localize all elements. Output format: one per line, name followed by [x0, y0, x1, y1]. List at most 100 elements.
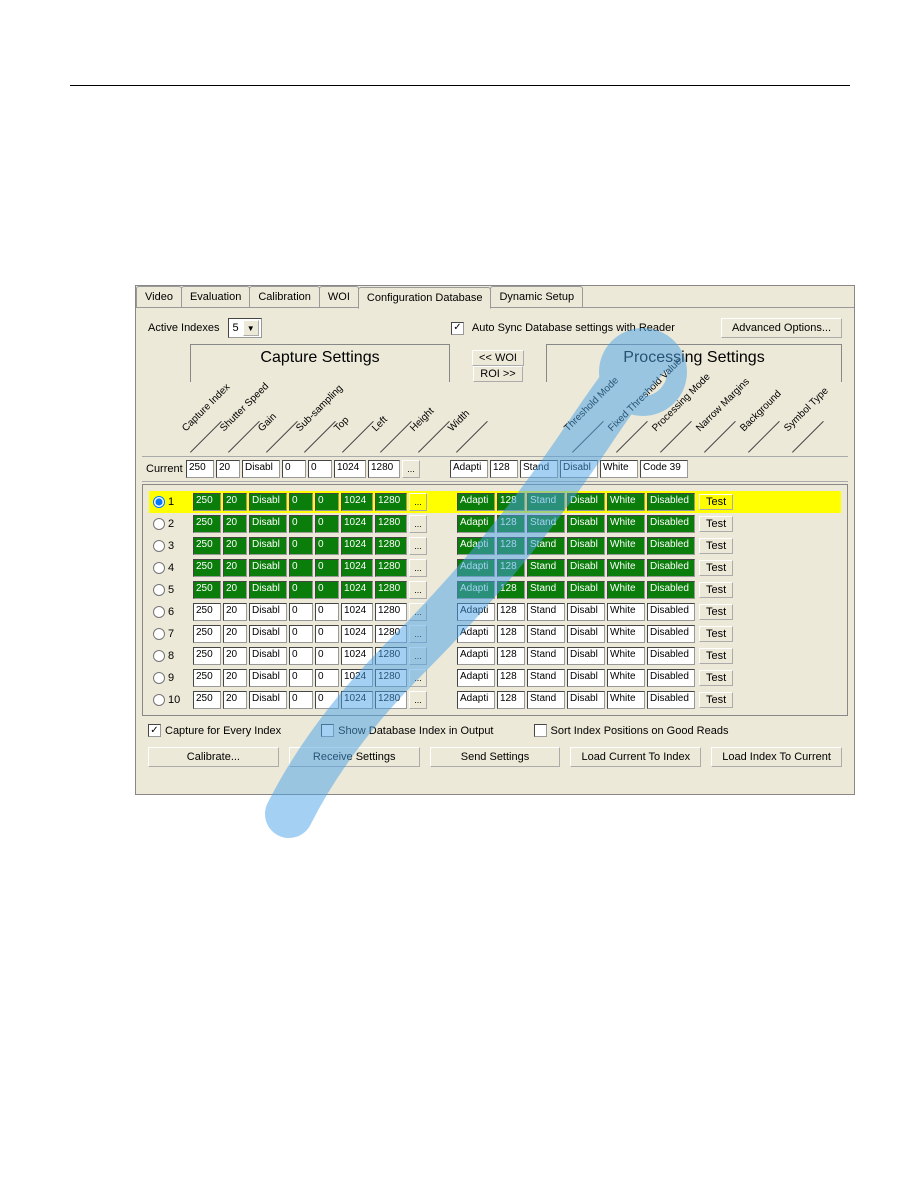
- cell[interactable]: 1024: [341, 625, 373, 643]
- cell[interactable]: 0: [315, 669, 339, 687]
- cell[interactable]: 0: [315, 515, 339, 533]
- cell[interactable]: Disabl: [249, 515, 287, 533]
- receive-settings-button[interactable]: Receive Settings: [289, 747, 420, 767]
- cell[interactable]: 0: [289, 603, 313, 621]
- cell[interactable]: Disabled: [647, 625, 695, 643]
- cell[interactable]: 20: [223, 581, 247, 599]
- cell[interactable]: 128: [497, 559, 525, 577]
- tab-dynamic-setup[interactable]: Dynamic Setup: [490, 286, 583, 307]
- cell[interactable]: Adapti: [457, 669, 495, 687]
- tab-calibration[interactable]: Calibration: [249, 286, 320, 307]
- cell[interactable]: 20: [223, 647, 247, 665]
- cell[interactable]: Stand: [527, 647, 565, 665]
- cell[interactable]: Stand: [527, 691, 565, 709]
- auto-sync-checkbox[interactable]: ✓: [451, 322, 464, 335]
- index-radio[interactable]: [153, 518, 165, 530]
- test-button[interactable]: Test: [699, 626, 733, 642]
- cell[interactable]: White: [607, 537, 645, 555]
- capture-more-button[interactable]: ...: [409, 559, 427, 577]
- capture-more-button[interactable]: ...: [402, 460, 420, 478]
- cell[interactable]: 0: [315, 581, 339, 599]
- tab-configuration-database[interactable]: Configuration Database: [358, 287, 492, 309]
- cell[interactable]: 20: [223, 669, 247, 687]
- cell[interactable]: Adapti: [457, 537, 495, 555]
- active-indexes-select[interactable]: 5 ▼: [228, 318, 262, 338]
- load-current-to-index-button[interactable]: Load Current To Index: [570, 747, 701, 767]
- cell[interactable]: Disabl: [249, 625, 287, 643]
- cell[interactable]: Adapti: [457, 581, 495, 599]
- tab-woi[interactable]: WOI: [319, 286, 359, 307]
- advanced-options-button[interactable]: Advanced Options...: [721, 318, 842, 338]
- cell[interactable]: Disabled: [647, 669, 695, 687]
- cell[interactable]: Disabled: [647, 603, 695, 621]
- cell[interactable]: Disabl: [249, 537, 287, 555]
- cell[interactable]: 0: [315, 647, 339, 665]
- cell[interactable]: 20: [223, 603, 247, 621]
- cell[interactable]: Disabl: [567, 581, 605, 599]
- cell[interactable]: 1280: [368, 460, 400, 478]
- cell[interactable]: Code 39: [640, 460, 688, 478]
- cell[interactable]: Disabl: [249, 647, 287, 665]
- cell[interactable]: 0: [315, 625, 339, 643]
- index-radio[interactable]: [153, 628, 165, 640]
- cell[interactable]: 1280: [375, 515, 407, 533]
- sort-positions-checkbox[interactable]: [534, 724, 547, 737]
- cell[interactable]: Stand: [520, 460, 558, 478]
- test-button[interactable]: Test: [699, 560, 733, 576]
- cell[interactable]: 250: [193, 493, 221, 511]
- test-button[interactable]: Test: [699, 516, 733, 532]
- cell[interactable]: Stand: [527, 581, 565, 599]
- cell[interactable]: 1280: [375, 581, 407, 599]
- cell[interactable]: Disabl: [249, 691, 287, 709]
- cell[interactable]: 250: [193, 603, 221, 621]
- index-radio[interactable]: [153, 672, 165, 684]
- cell[interactable]: 1024: [341, 603, 373, 621]
- cell[interactable]: 0: [315, 691, 339, 709]
- cell[interactable]: Disabl: [567, 537, 605, 555]
- cell[interactable]: Disabled: [647, 647, 695, 665]
- cell[interactable]: White: [607, 559, 645, 577]
- cell[interactable]: 128: [497, 647, 525, 665]
- cell[interactable]: 0: [282, 460, 306, 478]
- test-button[interactable]: Test: [699, 494, 733, 510]
- cell[interactable]: 0: [315, 559, 339, 577]
- cell[interactable]: Stand: [527, 537, 565, 555]
- test-button[interactable]: Test: [699, 538, 733, 554]
- cell[interactable]: 1024: [341, 537, 373, 555]
- cell[interactable]: 1024: [341, 647, 373, 665]
- cell[interactable]: Adapti: [457, 493, 495, 511]
- cell[interactable]: 0: [308, 460, 332, 478]
- cell[interactable]: Disabl: [567, 647, 605, 665]
- cell[interactable]: 20: [223, 691, 247, 709]
- cell[interactable]: 20: [216, 460, 240, 478]
- cell[interactable]: White: [607, 625, 645, 643]
- cell[interactable]: 20: [223, 493, 247, 511]
- cell[interactable]: Disabl: [249, 559, 287, 577]
- cell[interactable]: 250: [193, 647, 221, 665]
- capture-every-checkbox[interactable]: ✓: [148, 724, 161, 737]
- cell[interactable]: Disabl: [242, 460, 280, 478]
- cell[interactable]: 0: [289, 669, 313, 687]
- cell[interactable]: 128: [497, 625, 525, 643]
- cell[interactable]: Adapti: [457, 603, 495, 621]
- cell[interactable]: White: [607, 691, 645, 709]
- cell[interactable]: Adapti: [457, 559, 495, 577]
- cell[interactable]: 1024: [341, 493, 373, 511]
- cell[interactable]: 0: [289, 493, 313, 511]
- cell[interactable]: 1024: [341, 691, 373, 709]
- cell[interactable]: Stand: [527, 669, 565, 687]
- cell[interactable]: 128: [497, 603, 525, 621]
- cell[interactable]: 250: [193, 537, 221, 555]
- cell[interactable]: 0: [289, 581, 313, 599]
- cell[interactable]: 1280: [375, 559, 407, 577]
- cell[interactable]: Disabl: [567, 493, 605, 511]
- cell[interactable]: Adapti: [457, 515, 495, 533]
- cell[interactable]: Disabl: [567, 515, 605, 533]
- cell[interactable]: Disabl: [249, 493, 287, 511]
- index-radio[interactable]: [153, 694, 165, 706]
- cell[interactable]: Disabl: [560, 460, 598, 478]
- send-settings-button[interactable]: Send Settings: [430, 747, 561, 767]
- test-button[interactable]: Test: [699, 692, 733, 708]
- cell[interactable]: 250: [193, 625, 221, 643]
- cell[interactable]: 1280: [375, 537, 407, 555]
